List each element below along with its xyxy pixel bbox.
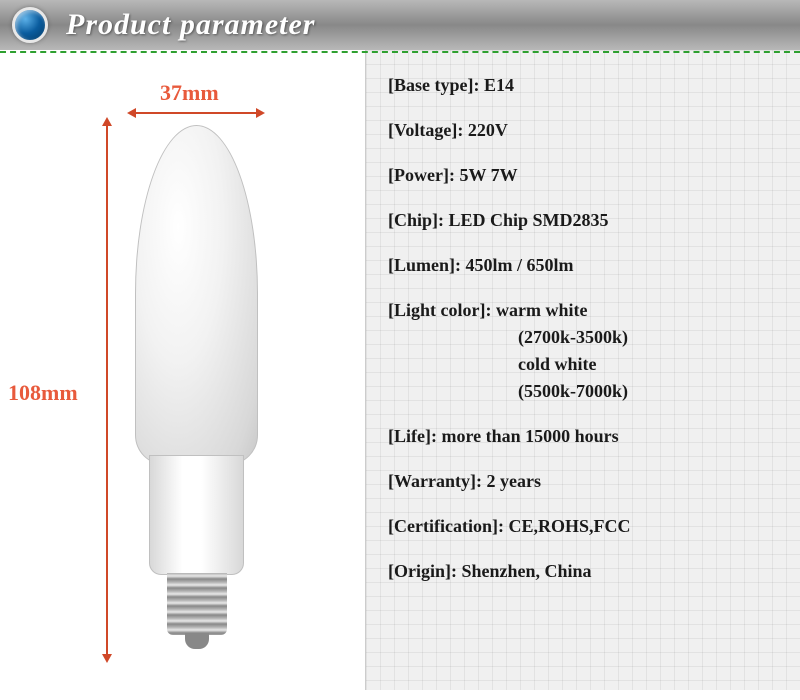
spec-row: [Lumen]: 450lm / 650lm	[388, 252, 782, 279]
spec-row: [Base type]: E14	[388, 72, 782, 99]
width-dimension-label: 37mm	[160, 80, 219, 106]
lens-icon	[12, 7, 48, 43]
spec-label: [Voltage]:	[388, 120, 463, 140]
spec-row: [Life]: more than 15000 hours	[388, 423, 782, 450]
spec-row: [Certification]: CE,ROHS,FCC	[388, 513, 782, 540]
spec-row: [Power]: 5W 7W	[388, 162, 782, 189]
spec-value: more than 15000 hours	[437, 426, 619, 446]
bulb-glass	[135, 125, 258, 465]
bulb-contact-tip	[185, 633, 209, 649]
spec-row: [Voltage]: 220V	[388, 117, 782, 144]
spec-value: 220V	[463, 120, 508, 140]
spec-value: warm white	[491, 300, 587, 320]
spec-label: [Lumen]:	[388, 255, 461, 275]
bulb-illustration	[135, 125, 258, 655]
spec-subvalue: (2700k-3500k)	[388, 324, 782, 351]
spec-value: 2 years	[482, 471, 541, 491]
spec-label: [Life]:	[388, 426, 437, 446]
bulb-screw-base	[167, 573, 227, 635]
specs-panel: [Base type]: E14 [Voltage]: 220V [Power]…	[365, 50, 800, 690]
spec-label: [Base type]:	[388, 75, 479, 95]
spec-label: [Chip]:	[388, 210, 444, 230]
spec-value: 5W 7W	[455, 165, 518, 185]
header-bar: Product parameter	[0, 0, 800, 50]
spec-value: E14	[479, 75, 514, 95]
spec-value: LED Chip SMD2835	[444, 210, 609, 230]
spec-value: Shenzhen, China	[457, 561, 592, 581]
spec-subvalue: (5500k-7000k)	[388, 378, 782, 405]
spec-value: 450lm / 650lm	[461, 255, 574, 275]
spec-subvalue: cold white	[388, 351, 782, 378]
width-arrow	[135, 112, 257, 114]
spec-row: [Chip]: LED Chip SMD2835	[388, 207, 782, 234]
spec-label: [Light color]:	[388, 300, 491, 320]
spec-value: CE,ROHS,FCC	[504, 516, 631, 536]
spec-label: [Power]:	[388, 165, 455, 185]
spec-row: [Origin]: Shenzhen, China	[388, 558, 782, 585]
header-title: Product parameter	[66, 8, 316, 42]
spec-label: [Warranty]:	[388, 471, 482, 491]
spec-row: [Light color]: warm white (2700k-3500k)co…	[388, 297, 782, 405]
height-dimension-label: 108mm	[8, 380, 78, 406]
height-arrow	[106, 125, 108, 655]
bulb-body	[149, 455, 244, 575]
diagram-panel: 37mm 108mm	[0, 50, 365, 690]
content-area: 37mm 108mm [Base type]: E14 [Voltage]: 2…	[0, 50, 800, 690]
spec-row: [Warranty]: 2 years	[388, 468, 782, 495]
spec-label: [Origin]:	[388, 561, 457, 581]
spec-label: [Certification]:	[388, 516, 504, 536]
